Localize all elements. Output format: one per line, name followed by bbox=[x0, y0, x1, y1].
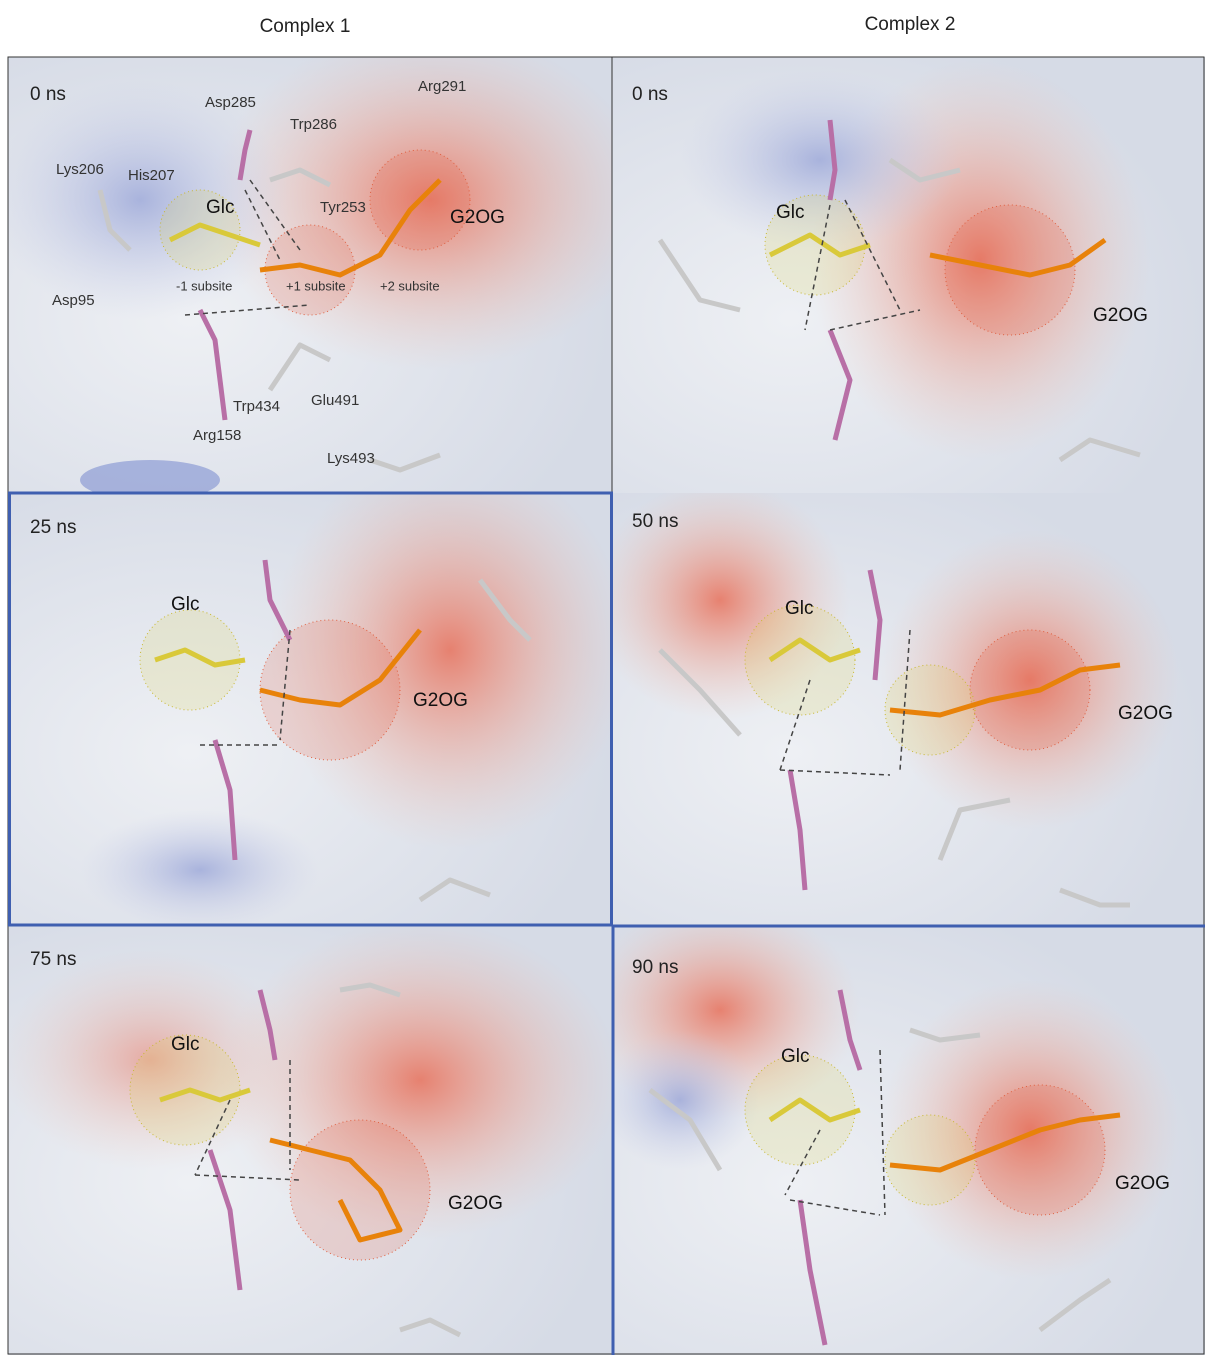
residue-label: Arg158 bbox=[193, 427, 241, 444]
residue-label: Lys206 bbox=[56, 161, 104, 178]
residue-label: Tyr253 bbox=[320, 199, 366, 216]
panel: 0 ns Glc G2OG bbox=[612, 57, 1205, 493]
residue-label: Trp286 bbox=[290, 116, 337, 133]
ligand-label: G2OG bbox=[1115, 1173, 1170, 1194]
residue-label: Glu491 bbox=[311, 392, 359, 409]
ligand-label: Glc bbox=[776, 202, 805, 223]
subsite-label: +2 subsite bbox=[380, 278, 440, 293]
ligand-label: Glc bbox=[781, 1046, 810, 1067]
ligand-label: Glc bbox=[171, 1034, 200, 1055]
ligand-label: G2OG bbox=[450, 207, 505, 228]
ligand-label: Glc bbox=[785, 598, 814, 619]
ligand-label: Glc bbox=[171, 594, 200, 615]
residue-label: Arg291 bbox=[418, 78, 466, 95]
subsite-label: -1 subsite bbox=[176, 278, 232, 293]
residue-label: Lys493 bbox=[327, 450, 375, 467]
time-label: 75 ns bbox=[30, 949, 76, 970]
residue-label: Trp434 bbox=[233, 398, 280, 415]
figure: Complex 1 Complex 2 0 ns Glc G2OG Asp285… bbox=[0, 0, 1205, 1355]
ligand-label: G2OG bbox=[1118, 703, 1173, 724]
column-header: Complex 1 bbox=[260, 16, 351, 37]
time-label: 25 ns bbox=[30, 517, 76, 538]
time-label: 50 ns bbox=[632, 511, 678, 532]
time-label: 0 ns bbox=[30, 84, 66, 105]
time-label: 0 ns bbox=[632, 84, 668, 105]
panel: 0 ns Glc G2OG Asp285 Trp286 Arg291 Lys20… bbox=[0, 30, 650, 500]
column-header: Complex 2 bbox=[865, 14, 956, 35]
panel: 90 ns Glc G2OG bbox=[580, 900, 1205, 1355]
residue-label: His207 bbox=[128, 167, 175, 184]
subsite-label: +1 subsite bbox=[286, 278, 346, 293]
panel: 50 ns Glc G2OG bbox=[590, 480, 1205, 925]
time-label: 90 ns bbox=[632, 957, 678, 978]
ligand-label: G2OG bbox=[413, 690, 468, 711]
residue-label: Asp95 bbox=[52, 292, 95, 309]
ligand-label: G2OG bbox=[1093, 305, 1148, 326]
panel: 25 ns Glc G2OG bbox=[8, 450, 630, 930]
panel: 75 ns Glc G2OG bbox=[0, 920, 620, 1355]
ligand-label: Glc bbox=[206, 197, 235, 218]
ligand-label: G2OG bbox=[448, 1193, 503, 1214]
residue-label: Asp285 bbox=[205, 94, 256, 111]
